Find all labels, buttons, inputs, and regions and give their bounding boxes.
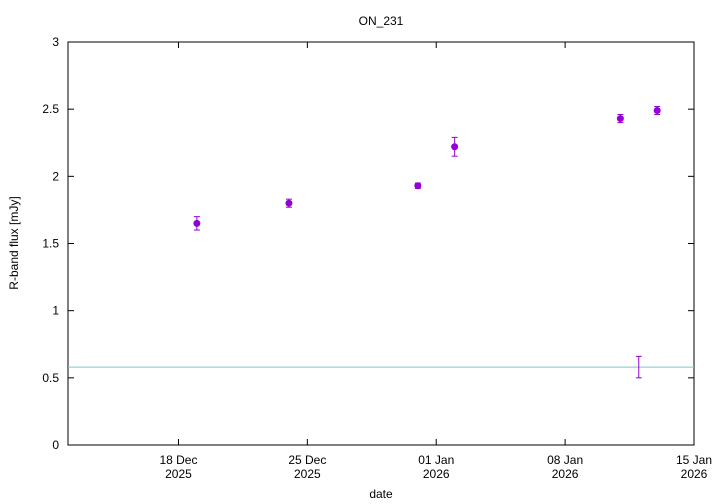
y-tick-label: 1 [52, 304, 59, 318]
x-tick-label: 08 Jan 2026 [547, 453, 584, 481]
y-tick-label: 0.5 [42, 371, 59, 385]
x-tick-label: 18 Dec 2025 [159, 453, 198, 481]
data-point [193, 219, 201, 227]
x-tick-label: 15 Jan 2026 [675, 453, 713, 481]
y-tick-label: 2.5 [42, 102, 59, 116]
y-tick-label: 0 [52, 438, 59, 452]
data-point [653, 107, 661, 115]
y-tick-label: 2 [52, 169, 59, 183]
plot-frame [67, 41, 695, 446]
y-axis-label: R-band flux [mJy] [7, 196, 21, 289]
data-point [616, 115, 624, 123]
x-tick-label: 01 Jan 2026 [418, 453, 455, 481]
x-tick-label: 25 Dec 2025 [288, 453, 327, 481]
y-tick-label: 1.5 [42, 237, 59, 251]
chart-title: ON_231 [359, 14, 404, 28]
data-point [414, 182, 422, 190]
data-point [451, 143, 459, 151]
x-axis-label: date [369, 487, 393, 501]
data-point [285, 199, 293, 207]
y-tick-label: 3 [52, 35, 59, 49]
